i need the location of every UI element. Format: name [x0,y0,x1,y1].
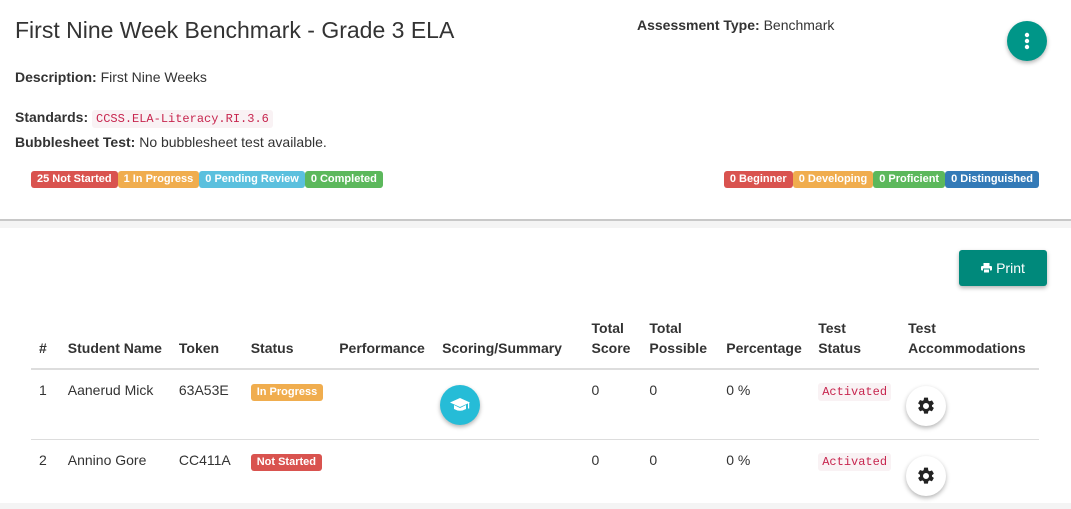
col-test-status-line2: Status [818,340,861,356]
accommodations-cell [900,369,1039,440]
col-test-accommodations: Test Accommodations [900,314,1039,369]
assessment-header-card: First Nine Week Benchmark - Grade 3 ELA … [0,0,1071,221]
percentage: 0 % [718,369,810,440]
col-test-accommodations-line2: Accommodations [908,340,1025,356]
student-token: 63A53E [171,369,243,440]
proficient-count-badge: 0 Proficient [873,171,945,188]
percentage: 0 % [718,440,810,509]
scoring-cell [434,369,583,440]
total-possible: 0 [641,369,718,440]
developing-count-badge: 0 Developing [793,171,873,188]
test-accommodations-button[interactable] [906,456,946,496]
pending-review-count-badge: 0 Pending Review [199,171,305,188]
test-accommodations-button[interactable] [906,386,946,426]
assessment-type-label: Assessment Type: [637,17,760,33]
performance-cell [331,369,434,440]
print-button[interactable]: Print [959,250,1047,286]
bubblesheet-value: No bubblesheet test available. [139,134,327,150]
standards: Standards: CCSS.ELA-Literacy.RI.3.6 [15,109,273,126]
more-menu-button[interactable] [1007,21,1047,61]
accommodations-cell [900,440,1039,509]
status-badge: Not Started [251,454,322,471]
assessment-type: Assessment Type: Benchmark [637,17,834,33]
students-panel: Print # Student Name Token Status Perfor… [0,228,1071,503]
col-percentage: Percentage [718,314,810,369]
test-status-badge: Activated [818,383,891,401]
not-started-count-badge: 25 Not Started [31,171,118,188]
row-number: 1 [31,369,60,440]
performance-cell [331,440,434,509]
total-score: 0 [584,440,642,509]
completed-count-badge: 0 Completed [305,171,383,188]
col-student-name: Student Name [60,314,171,369]
test-status-cell: Activated [810,440,900,509]
scoring-cell [434,440,583,509]
scoring-summary-button[interactable] [440,385,480,425]
print-label: Print [996,260,1025,276]
students-table: # Student Name Token Status Performance … [31,314,1039,509]
assessment-type-value: Benchmark [764,17,835,33]
student-name: Annino Gore [60,440,171,509]
col-test-status-line1: Test [818,320,846,336]
distinguished-count-badge: 0 Distinguished [945,171,1039,188]
table-row: 1 Aanerud Mick 63A53E In Progress 0 0 0 … [31,369,1039,440]
standards-label: Standards: [15,109,88,125]
status-cell: In Progress [243,369,332,440]
col-total-score-line1: Total [592,320,624,336]
col-total-score-line2: Score [592,340,631,356]
row-number: 2 [31,440,60,509]
bubblesheet-label: Bubblesheet Test: [15,134,135,150]
status-badge: In Progress [251,384,324,401]
in-progress-count-badge: 1 In Progress [118,171,200,188]
bubblesheet: Bubblesheet Test: No bubblesheet test av… [15,134,327,150]
table-row: 2 Annino Gore CC411A Not Started 0 0 0 %… [31,440,1039,509]
col-status: Status [243,314,332,369]
col-total-possible: Total Possible [641,314,718,369]
total-score: 0 [584,369,642,440]
col-total-score: Total Score [584,314,642,369]
test-status-badge: Activated [818,453,891,471]
print-icon [981,263,992,273]
test-status-cell: Activated [810,369,900,440]
standards-value: CCSS.ELA-Literacy.RI.3.6 [92,110,273,128]
col-token: Token [171,314,243,369]
graduation-cap-icon [449,397,471,413]
student-token: CC411A [171,440,243,509]
col-performance: Performance [331,314,434,369]
description-label: Description: [15,69,97,85]
col-total-possible-line2: Possible [649,340,707,356]
col-scoring-summary: Scoring/Summary [434,314,583,369]
student-name: Aanerud Mick [60,369,171,440]
gear-icon [916,466,936,486]
gear-icon [916,396,936,416]
status-cell: Not Started [243,440,332,509]
description: Description: First Nine Weeks [15,69,207,85]
col-number: # [31,314,60,369]
page-title: First Nine Week Benchmark - Grade 3 ELA [15,17,454,44]
status-badges: 25 Not Started 1 In Progress 0 Pending R… [31,171,383,188]
col-test-accommodations-line1: Test [908,320,936,336]
total-possible: 0 [641,440,718,509]
description-value: First Nine Weeks [101,69,207,85]
performance-badges: 0 Beginner 0 Developing 0 Proficient 0 D… [724,171,1039,188]
table-header-row: # Student Name Token Status Performance … [31,314,1039,369]
beginner-count-badge: 0 Beginner [724,171,793,188]
col-test-status: Test Status [810,314,900,369]
col-total-possible-line1: Total [649,320,681,336]
more-vertical-icon [1024,32,1030,50]
